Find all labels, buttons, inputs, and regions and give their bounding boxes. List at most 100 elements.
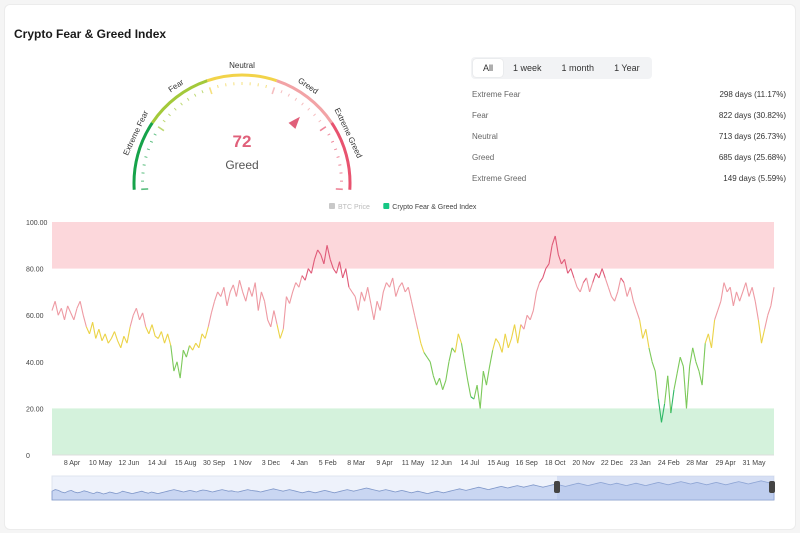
tab-1-month[interactable]: 1 month <box>561 63 595 73</box>
series-segment <box>485 366 491 386</box>
series-segment <box>260 291 266 302</box>
tab-1-week[interactable]: 1 week <box>513 63 542 73</box>
legend-label: BTC Price <box>338 204 370 211</box>
series-segment <box>432 375 437 386</box>
series-segment <box>51 301 56 311</box>
series-segment <box>101 333 106 342</box>
arc-neutral <box>206 73 278 83</box>
x-tick-label: 8 Mar <box>347 460 366 467</box>
series-segment <box>754 301 759 320</box>
x-tick-label: 23 Jan <box>630 460 651 467</box>
gauge-tick <box>157 126 165 132</box>
series-segment <box>760 329 766 344</box>
series-segment <box>85 326 91 335</box>
x-tick-label: 28 Mar <box>686 460 708 467</box>
series-segment <box>420 342 425 353</box>
x-tick-label: 8 Apr <box>64 460 81 467</box>
series-segment <box>601 268 606 279</box>
series-segment <box>685 366 691 409</box>
gauge-label: Greed <box>225 158 258 172</box>
gauge-value: 72 <box>233 132 252 151</box>
series-segment <box>351 291 356 297</box>
series-segment <box>445 361 450 381</box>
x-tick-label: 31 May <box>743 460 766 467</box>
series-segment <box>170 345 175 372</box>
series-segment <box>276 324 281 339</box>
y-tick-label: 20.00 <box>26 406 44 413</box>
series-segment <box>189 345 194 351</box>
gauge-tick <box>307 107 311 111</box>
gauge-tick <box>201 90 204 94</box>
series-segment <box>539 277 544 283</box>
series-segment <box>226 291 231 306</box>
series-segment <box>582 277 587 283</box>
series-segment <box>664 375 669 404</box>
series-segment <box>567 268 572 274</box>
series-segment <box>123 335 128 344</box>
gauge-tick <box>153 133 157 136</box>
series-segment <box>314 249 319 260</box>
stat-row-fear: Fear 822 days (30.82%) <box>472 110 792 131</box>
range-navigator <box>51 475 775 501</box>
series-segment <box>104 333 109 344</box>
series-segment <box>423 352 428 358</box>
series-segment <box>335 261 341 274</box>
series-segment <box>360 291 366 302</box>
stat-label: Neutral <box>472 132 498 141</box>
series-segment <box>635 310 641 321</box>
series-segment <box>510 324 516 339</box>
stat-value: 685 days (25.68%) <box>718 153 786 162</box>
series-segment <box>501 333 506 353</box>
x-tick-label: 24 Feb <box>658 460 680 467</box>
series-segment <box>98 329 103 341</box>
series-segment <box>229 284 234 293</box>
series-segment <box>342 268 347 279</box>
series-segment <box>617 277 622 293</box>
tab-1-year[interactable]: 1 Year <box>614 63 640 73</box>
gauge-tick <box>319 126 327 132</box>
series-segment <box>132 307 137 316</box>
series-segment <box>95 329 100 339</box>
series-segment <box>614 291 619 302</box>
series-segment <box>157 331 162 339</box>
series-segment <box>598 268 603 279</box>
series-segment <box>282 296 287 330</box>
series-segment <box>113 331 119 342</box>
series-segment <box>54 301 59 316</box>
series-segment <box>151 324 156 337</box>
series-segment <box>348 286 353 293</box>
x-tick-label: 15 Aug <box>487 460 509 467</box>
series-segment <box>529 310 534 321</box>
series-segment <box>623 282 628 297</box>
series-segment <box>670 389 675 414</box>
series-segment <box>648 347 653 362</box>
gauge-tick <box>142 164 146 166</box>
series-segment <box>426 356 431 363</box>
series-segment <box>454 333 459 353</box>
gauge-tick <box>301 102 304 106</box>
series-segment <box>195 342 200 349</box>
series-segment <box>479 371 484 409</box>
series-segment <box>676 357 681 374</box>
series-segment <box>135 308 141 321</box>
gauge-tick <box>271 87 276 95</box>
series-segment <box>120 336 125 348</box>
series-segment <box>179 350 184 379</box>
series-segment <box>92 322 97 339</box>
series-segment <box>407 287 412 302</box>
gauge-tick <box>338 164 342 166</box>
series-segment <box>495 338 500 344</box>
stat-row-extreme-greed: Extreme Greed 149 days (5.59%) <box>472 173 792 194</box>
series-segment <box>167 333 172 346</box>
x-tick-label: 11 May <box>402 460 425 467</box>
tab-all[interactable]: All <box>473 59 504 77</box>
series-segment <box>701 343 706 386</box>
series-segment <box>467 380 472 397</box>
arc-extreme-greed <box>330 122 352 190</box>
series-segment <box>707 333 713 348</box>
series-segment <box>517 324 522 344</box>
series-segment <box>561 258 566 265</box>
series-segment <box>354 296 359 311</box>
series-segment <box>217 291 222 297</box>
series-segment <box>70 312 75 321</box>
